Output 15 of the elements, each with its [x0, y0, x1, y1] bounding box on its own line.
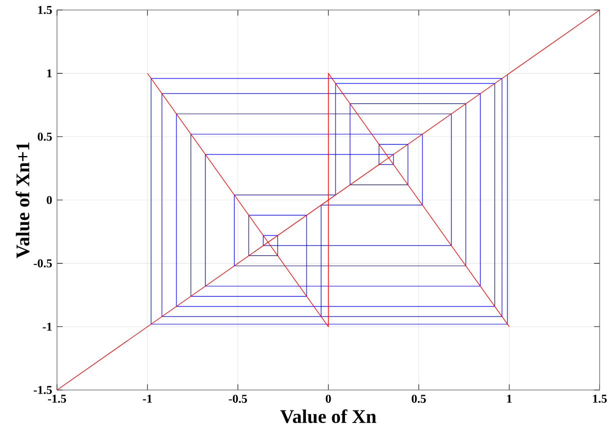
x-axis-title: Value of Xn	[280, 409, 376, 424]
y-tick-label: 0.5	[38, 132, 52, 141]
x-tick-label: -0.5	[228, 394, 247, 403]
y-tick-label: 1.5	[38, 6, 52, 14]
y-tick-label: 0	[46, 196, 52, 204]
x-tick-label: 0	[326, 394, 331, 403]
x-tick-label: -1	[142, 394, 152, 403]
x-tick-label: 0.5	[412, 394, 426, 403]
y-axis-title: Value of Xn+1	[16, 142, 30, 258]
x-tick-label: 1	[507, 394, 512, 403]
y-tick-label: 1	[47, 69, 52, 78]
x-tick-label: 1.5	[593, 394, 607, 403]
y-tick-label: -0.5	[34, 259, 52, 268]
y-tick-label: -1	[42, 322, 52, 331]
y-tick-label: -1.5	[34, 386, 52, 394]
